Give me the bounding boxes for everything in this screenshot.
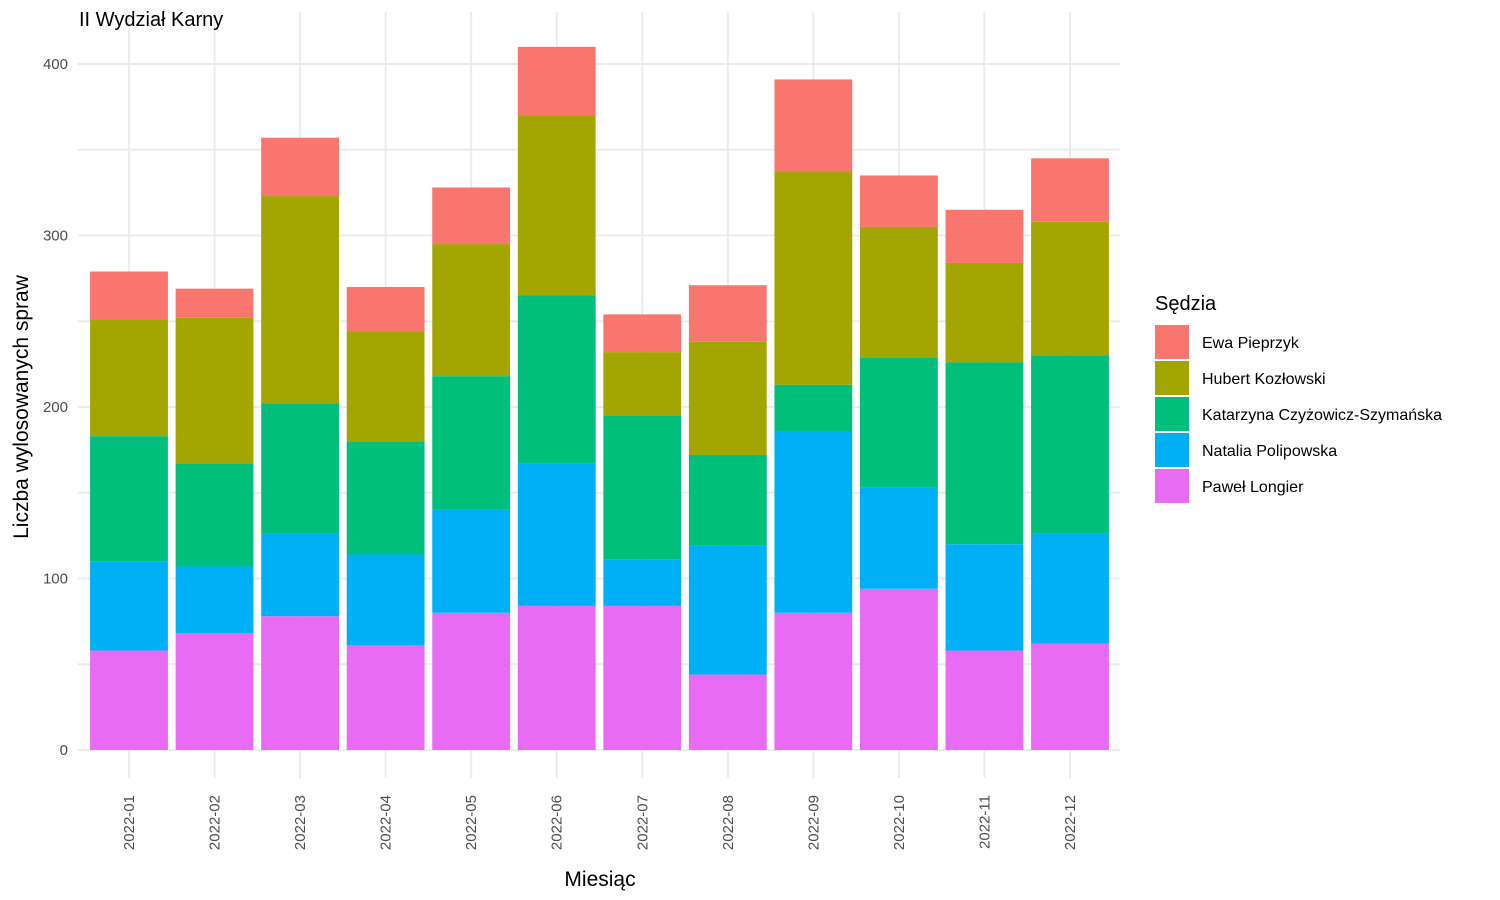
bar-segment-paweł-longier: [175, 633, 254, 750]
x-tick-label: 2022-09: [805, 795, 822, 850]
bar-segment-katarzyna-czyżowicz-szymańska: [175, 463, 254, 567]
x-tick-label: 2022-06: [549, 795, 566, 850]
bar-segment-ewa-pieprzyk: [774, 79, 853, 173]
x-tick-label: 2022-08: [720, 795, 737, 850]
bar-segment-natalia-polipowska: [432, 509, 511, 613]
bar-segment-katarzyna-czyżowicz-szymańska: [774, 384, 853, 432]
bar-segment-natalia-polipowska: [774, 431, 853, 613]
bar-segment-hubert-kozłowski: [945, 262, 1024, 363]
bar-segment-hubert-kozłowski: [859, 226, 938, 358]
bar-segment-paweł-longier: [346, 645, 425, 750]
y-tick-label: 200: [43, 399, 68, 416]
bar-segment-ewa-pieprzyk: [688, 285, 767, 342]
legend-swatch: [1155, 469, 1189, 503]
y-tick-label: 0: [60, 742, 68, 759]
bar-segment-paweł-longier: [261, 616, 340, 750]
bar-segment-katarzyna-czyżowicz-szymańska: [261, 403, 340, 534]
bar-segment-hubert-kozłowski: [175, 317, 254, 464]
bar-segment-ewa-pieprzyk: [432, 187, 511, 245]
bar-segment-katarzyna-czyżowicz-szymańska: [1031, 355, 1109, 534]
legend-title: Sędzia: [1155, 293, 1217, 315]
bar-segment-hubert-kozłowski: [432, 244, 511, 377]
bar-segment-natalia-polipowska: [90, 561, 168, 651]
bar-segment-paweł-longier: [90, 650, 168, 750]
bar-segment-natalia-polipowska: [945, 544, 1024, 651]
legend-label: Katarzyna Czyżowicz-Szymańska: [1202, 407, 1442, 424]
legend-swatch: [1155, 325, 1189, 359]
x-tick-label: 2022-12: [1062, 795, 1079, 850]
bar-segment-katarzyna-czyżowicz-szymańska: [517, 295, 596, 464]
x-tick-label: 2022-01: [121, 795, 138, 850]
legend: Sędzia Ewa Pieprzyk Hubert Kozłowski Katar…: [1155, 293, 1442, 503]
x-tick-label: 2022-07: [634, 795, 651, 850]
bar-segment-natalia-polipowska: [1031, 533, 1109, 644]
bar-segment-paweł-longier: [517, 605, 596, 750]
y-axis: 0 100 200 300 400: [43, 56, 68, 759]
chart-title: II Wydział Karny: [79, 9, 223, 31]
x-tick-label: 2022-11: [976, 795, 993, 849]
legend-swatch: [1155, 361, 1189, 395]
bar-segment-hubert-kozłowski: [90, 319, 168, 437]
bar-segment-ewa-pieprzyk: [603, 314, 682, 353]
bar-segment-paweł-longier: [603, 605, 682, 750]
legend-label: Paweł Longier: [1202, 479, 1304, 496]
bar-segment-natalia-polipowska: [688, 545, 767, 675]
x-tick-label: 2022-10: [891, 795, 908, 850]
bar-segment-natalia-polipowska: [346, 554, 425, 646]
bar-segment-ewa-pieprzyk: [90, 271, 168, 320]
bar-segment-hubert-kozłowski: [261, 196, 340, 404]
bar-segment-hubert-kozłowski: [346, 331, 425, 442]
legend-label: Hubert Kozłowski: [1202, 371, 1326, 388]
bar-segment-hubert-kozłowski: [603, 352, 682, 416]
bar-segment-paweł-longier: [945, 650, 1024, 750]
bar-segment-katarzyna-czyżowicz-szymańska: [432, 376, 511, 510]
x-tick-label: 2022-04: [378, 795, 395, 850]
legend-swatch: [1155, 397, 1189, 431]
y-tick-label: 100: [43, 571, 68, 588]
bar-segment-natalia-polipowska: [175, 566, 254, 634]
x-tick-label: 2022-02: [207, 795, 224, 850]
bar-segment-ewa-pieprzyk: [261, 137, 340, 197]
bar-segment-ewa-pieprzyk: [859, 175, 938, 227]
bar-segment-katarzyna-czyżowicz-szymańska: [688, 455, 767, 546]
bar-segment-ewa-pieprzyk: [945, 209, 1024, 263]
legend-label: Ewa Pieprzyk: [1202, 335, 1300, 352]
bar-segment-paweł-longier: [774, 612, 853, 750]
x-axis-title: Miesiąc: [564, 868, 635, 891]
bar-segment-ewa-pieprzyk: [1031, 158, 1109, 222]
bar-segment-paweł-longier: [859, 588, 938, 750]
bar-segment-ewa-pieprzyk: [346, 286, 425, 332]
bar-segment-katarzyna-czyżowicz-szymańska: [346, 441, 425, 555]
bar-segment-katarzyna-czyżowicz-szymańska: [859, 357, 938, 488]
bar-segment-natalia-polipowska: [517, 463, 596, 606]
bars: [90, 46, 1109, 750]
bar-segment-hubert-kozłowski: [517, 115, 596, 296]
bar-segment-katarzyna-czyżowicz-szymańska: [945, 362, 1024, 545]
y-tick-label: 300: [43, 228, 68, 245]
y-tick-label: 400: [43, 56, 68, 73]
legend-label: Natalia Polipowska: [1202, 443, 1337, 460]
bar-segment-hubert-kozłowski: [774, 172, 853, 385]
bar-segment-natalia-polipowska: [603, 559, 682, 606]
y-axis-title: Liczba wylosowanych spraw: [10, 274, 33, 539]
bar-segment-katarzyna-czyżowicz-szymańska: [90, 436, 168, 562]
bar-segment-hubert-kozłowski: [688, 341, 767, 456]
x-tick-label: 2022-05: [463, 795, 480, 850]
bar-segment-paweł-longier: [688, 674, 767, 750]
bar-segment-paweł-longier: [1031, 643, 1109, 750]
legend-swatch: [1155, 433, 1189, 467]
x-tick-label: 2022-03: [292, 795, 309, 850]
bar-segment-natalia-polipowska: [859, 487, 938, 589]
bar-segment-hubert-kozłowski: [1031, 221, 1109, 356]
x-axis: 2022-01 2022-02 2022-03 2022-04 2022-05 2022-…: [121, 795, 1079, 850]
bar-segment-paweł-longier: [432, 612, 511, 750]
bar-segment-katarzyna-czyżowicz-szymańska: [603, 415, 682, 560]
bar-segment-natalia-polipowska: [261, 533, 340, 617]
bar-segment-ewa-pieprzyk: [175, 288, 254, 318]
bar-segment-ewa-pieprzyk: [517, 46, 596, 116]
